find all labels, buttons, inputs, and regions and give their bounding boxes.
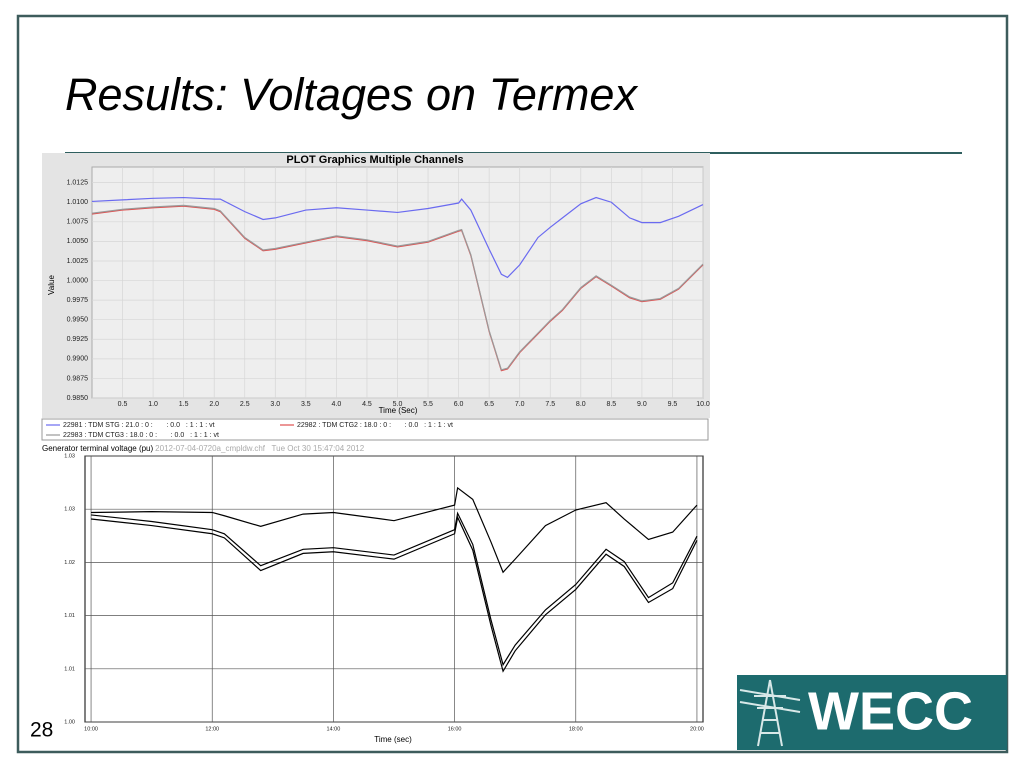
x-tick-label: 6.5 [484, 401, 494, 408]
chart-title: Generator terminal voltage (pu) [42, 444, 154, 453]
x-tick-label: 5.0 [393, 401, 403, 408]
x-tick-label: 4.5 [362, 401, 372, 408]
x-tick-label: 12:00 [205, 726, 219, 732]
y-tick-label: 1.01 [64, 613, 75, 619]
y-tick-label: 1.01 [64, 666, 75, 672]
x-tick-label: 8.0 [576, 401, 586, 408]
x-tick-label: 9.5 [668, 401, 678, 408]
x-tick-label: 0.5 [118, 401, 128, 408]
y-tick-label: 1.0050 [67, 238, 89, 245]
x-tick-label: 10:00 [84, 726, 98, 732]
x-tick-label: 3.5 [301, 401, 311, 408]
x-tick-label: 4.0 [332, 401, 342, 408]
y-tick-label: 1.0000 [67, 277, 89, 284]
logo-tower [739, 679, 801, 747]
x-tick-label: 16:00 [448, 726, 462, 732]
x-tick-label: 6.0 [454, 401, 464, 408]
y-tick-label: 1.03 [64, 507, 75, 513]
y-tick-label: 1.0075 [67, 219, 89, 226]
y-tick-label: 0.9875 [67, 375, 89, 382]
x-axis-label: Time (Sec) [379, 406, 418, 415]
chart1-legend-box [41, 418, 709, 441]
legend-label: 22981 : TDM STG : 21.0 : 0 : : 0.0 : 1 :… [63, 422, 215, 429]
x-tick-label: 9.0 [637, 401, 647, 408]
y-axis-label: Value [47, 275, 56, 295]
x-tick-label: 5.5 [423, 401, 433, 408]
slide-title: Results: Voltages on Termex [65, 69, 638, 120]
x-axis-label: Time (sec) [374, 735, 412, 744]
page-number: 28 [30, 719, 53, 742]
x-tick-label: 1.5 [179, 401, 189, 408]
logo-bg [737, 675, 1007, 750]
y-tick-label: 1.0125 [67, 180, 89, 187]
series-line [90, 511, 698, 667]
x-tick-label: 3.0 [270, 401, 280, 408]
series-line [91, 486, 698, 574]
y-tick-label: 1.00 [64, 719, 75, 725]
x-tick-label: 1.0 [148, 401, 158, 408]
y-tick-label: 1.02 [64, 560, 75, 566]
y-tick-label: 0.9950 [67, 317, 89, 324]
y-tick-label: 0.9975 [67, 297, 89, 304]
plot-area [84, 455, 704, 723]
x-tick-label: 2.5 [240, 401, 250, 408]
y-tick-label: 0.9900 [67, 356, 89, 363]
y-tick-label: 1.0025 [67, 258, 89, 265]
legend-label: 22983 : TDM CTG3 : 18.0 : 0 : : 0.0 : 1 … [63, 432, 219, 439]
x-tick-label: 14:00 [327, 726, 341, 732]
x-tick-label: 20:00 [690, 726, 704, 732]
x-tick-label: 18:00 [569, 726, 583, 732]
logo: WECC [737, 675, 1007, 750]
y-tick-label: 0.9850 [67, 395, 89, 402]
y-tick-label: 1.0100 [67, 199, 89, 206]
series-line [90, 515, 698, 673]
x-tick-label: 8.5 [606, 401, 616, 408]
legend-label: 22982 : TDM CTG2 : 18.0 : 0 : : 0.0 : 1 … [297, 422, 453, 429]
x-tick-label: 7.0 [515, 401, 525, 408]
series-line [91, 196, 704, 279]
chart-subtitle: 2012-07-04-0720a_cmpldw.chf Tue Oct 30 1… [155, 444, 365, 453]
y-tick-label: 1.03 [64, 453, 75, 459]
y-tick-label: 0.9925 [67, 336, 89, 343]
chart-title: PLOT Graphics Multiple Channels [286, 154, 463, 166]
x-tick-label: 2.0 [209, 401, 219, 408]
logo-text: WECC [808, 681, 973, 741]
x-tick-label: 7.5 [545, 401, 555, 408]
series-line [91, 204, 704, 371]
x-tick-label: 10.0 [696, 401, 710, 408]
